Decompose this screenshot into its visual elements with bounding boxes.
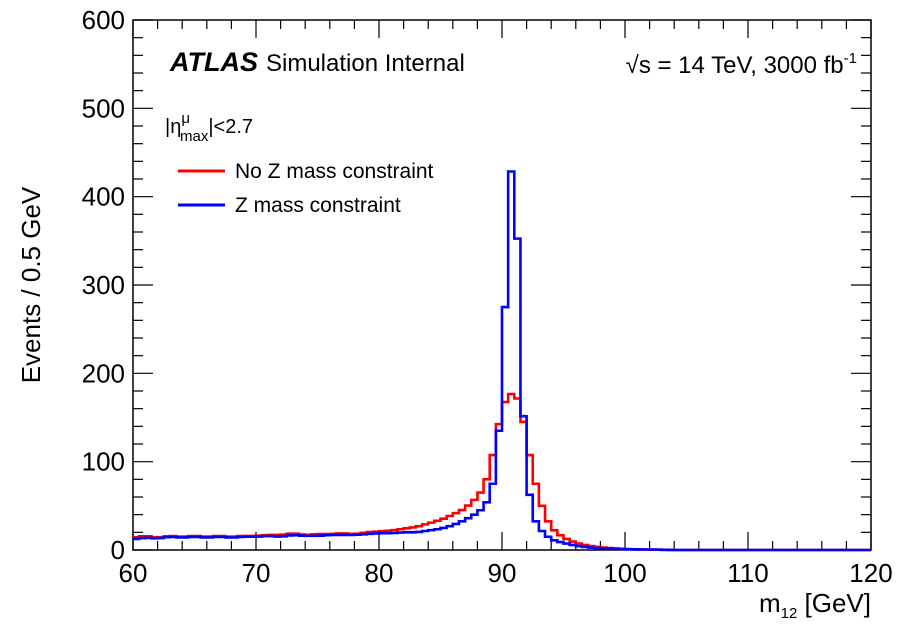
y-tick-label: 300 (82, 270, 125, 300)
y-tick-label: 0 (111, 535, 125, 565)
y-axis-ticks: 0 100 200 300 400 500 600 (82, 5, 871, 565)
y-tick-label: 400 (82, 182, 125, 212)
legend-label-no-z: No Z mass constraint (235, 160, 434, 183)
x-axis-title: m12 [GeV] (759, 588, 871, 622)
legend-header: |ημ max|<2.7 (165, 110, 253, 145)
x-tick-label: 60 (119, 558, 148, 588)
energy-label: √s = 14 TeV, 3000 fb-1 (626, 50, 857, 79)
x-tick-label: 120 (849, 558, 892, 588)
y-tick-label: 600 (82, 5, 125, 35)
plot-area: 60 70 80 90 100 110 120 0 100 200 300 400 500 600 (82, 5, 893, 588)
series-z-constraint (133, 170, 871, 552)
atlas-label: ATLAS Simulation Internal (169, 47, 465, 77)
x-tick-label: 80 (365, 558, 394, 588)
x-tick-label: 110 (727, 558, 768, 588)
x-tick-label: 70 (242, 558, 271, 588)
x-tick-label: 100 (603, 558, 646, 588)
y-tick-label: 100 (82, 447, 125, 477)
y-tick-label: 200 (82, 358, 125, 388)
y-axis-title: Events / 0.5 GeV (16, 186, 46, 383)
x-axis-ticks: 60 70 80 90 100 110 120 (119, 20, 893, 588)
legend: No Z mass constraint Z mass constraint (178, 160, 434, 217)
x-tick-label: 90 (488, 558, 517, 588)
series-layer (133, 170, 871, 552)
y-tick-label: 500 (82, 93, 125, 123)
legend-label-z: Z mass constraint (235, 194, 401, 217)
plot-frame (132, 19, 872, 551)
